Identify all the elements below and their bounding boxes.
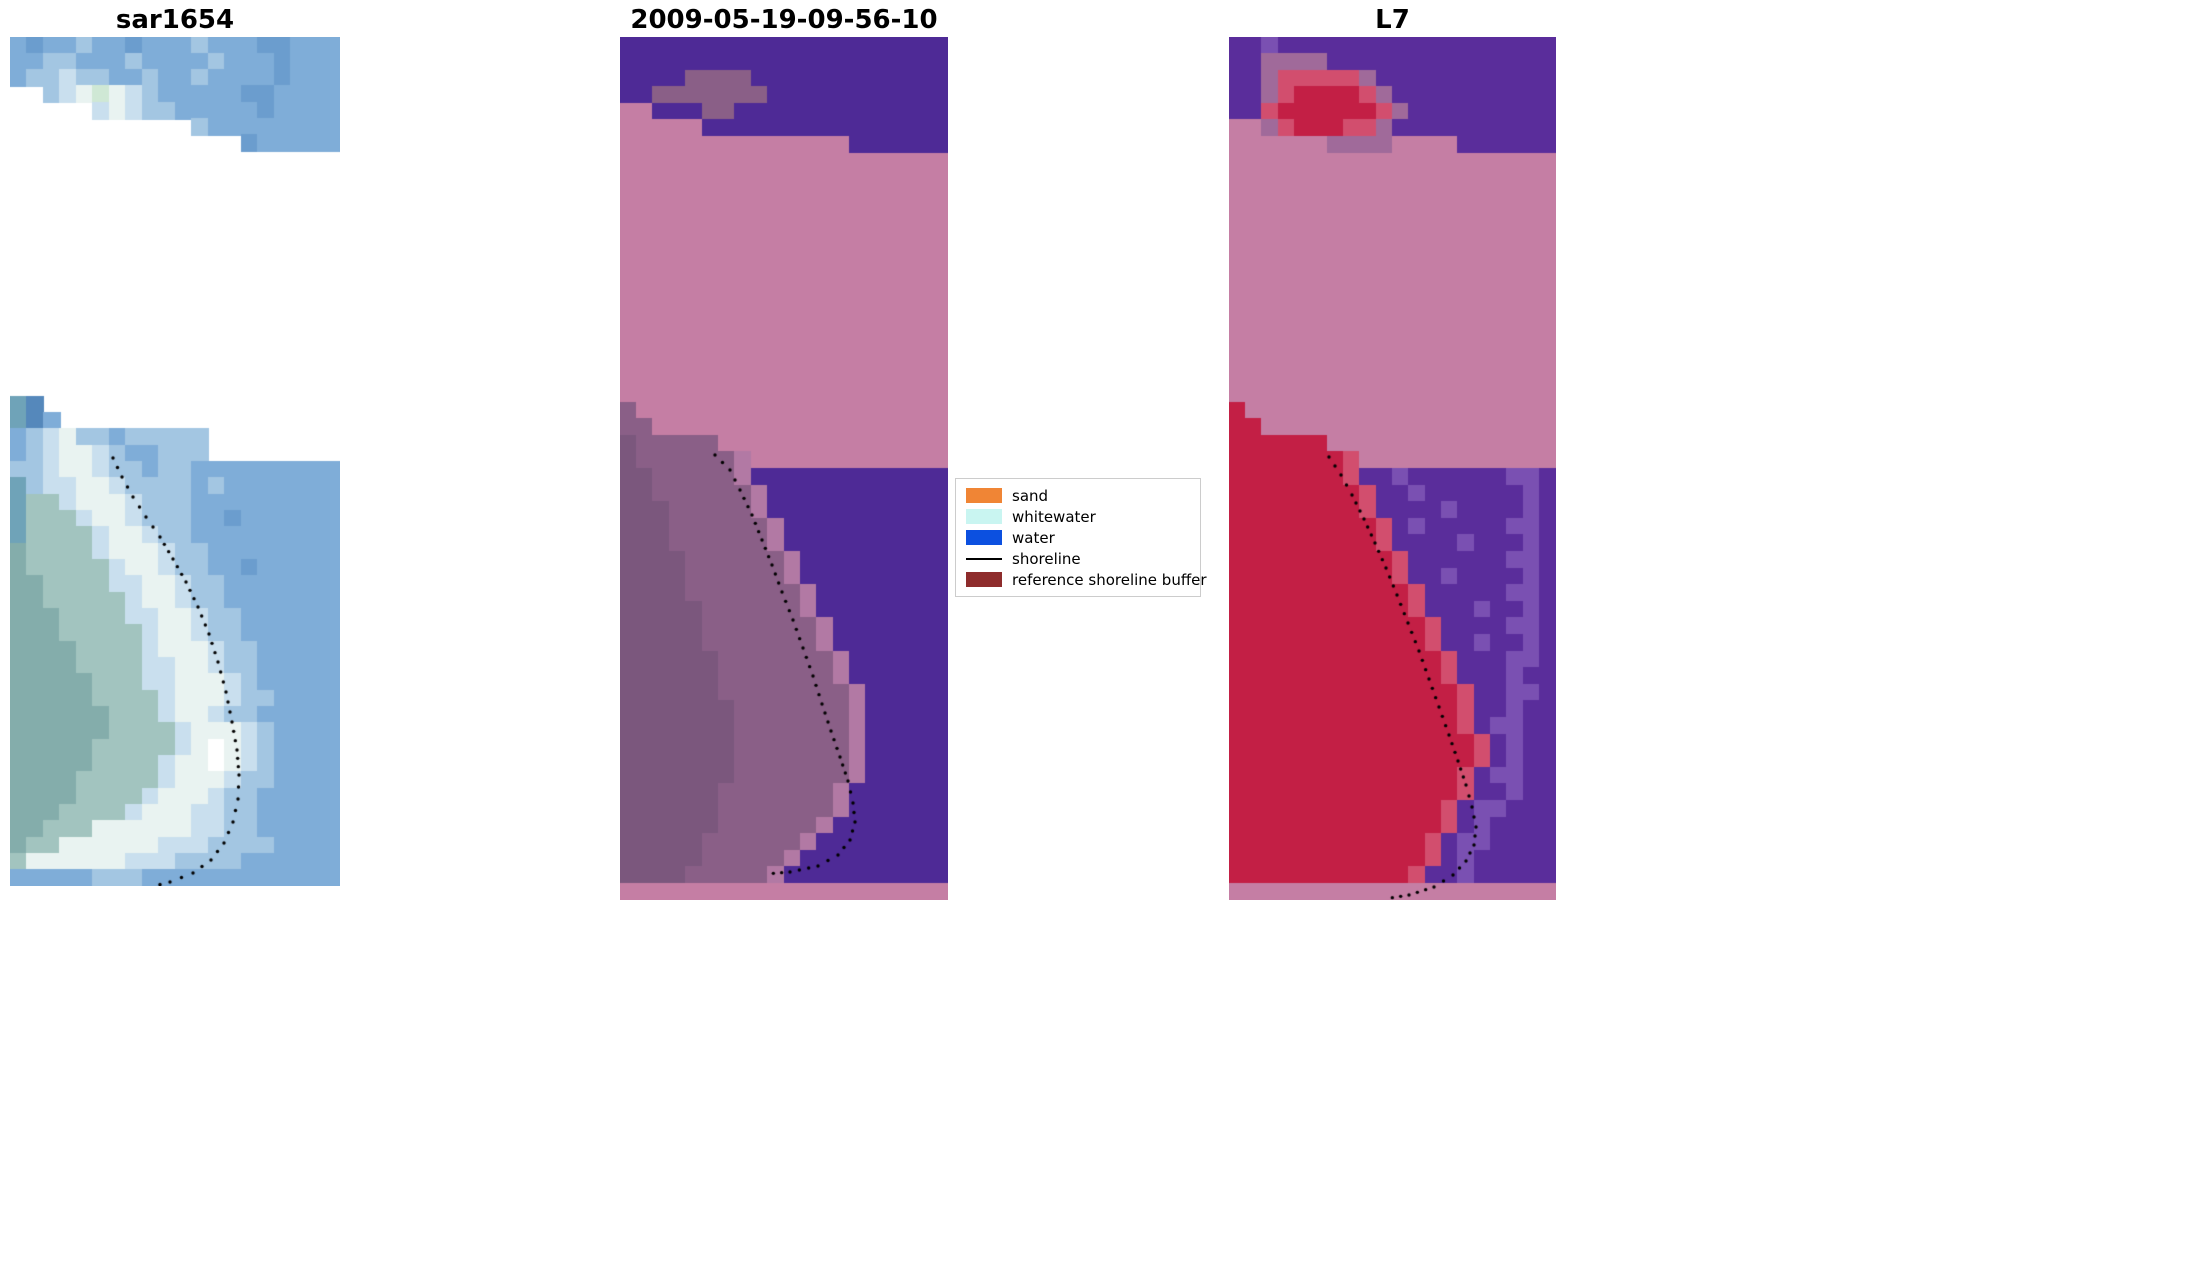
legend-box: sand whitewater water shoreline referenc…: [955, 478, 1207, 597]
reference-buffer-swatch: [966, 572, 1002, 587]
panel-title-sar1654: sar1654: [115, 5, 235, 35]
water-swatch: [966, 530, 1002, 545]
legend-label-sand: sand: [1012, 486, 1049, 505]
legend-label-whitewater: whitewater: [1012, 507, 1096, 526]
legend-label-shoreline: shoreline: [1012, 549, 1081, 568]
l7-image: [1229, 37, 1556, 900]
legend-item-reference-buffer: reference shoreline buffer: [966, 569, 1207, 590]
panel-title-l7: L7: [1375, 5, 1410, 35]
legend-label-reference-buffer: reference shoreline buffer: [1012, 570, 1207, 589]
legend-label-water: water: [1012, 528, 1055, 547]
legend-item-whitewater: whitewater: [966, 506, 1190, 527]
legend-item-sand: sand: [966, 485, 1190, 506]
sand-swatch: [966, 488, 1002, 503]
shoreline-line-swatch: [966, 557, 1002, 560]
classified-image: [620, 37, 948, 900]
sar-image: [10, 37, 340, 886]
panel-title-date: 2009-05-19-09-56-10: [630, 5, 938, 35]
legend-item-water: water: [966, 527, 1190, 548]
whitewater-swatch: [966, 509, 1002, 524]
legend-item-shoreline: shoreline: [966, 548, 1190, 569]
